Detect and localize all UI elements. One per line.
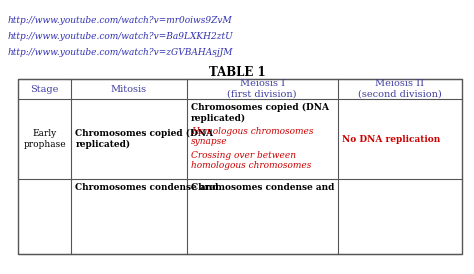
Bar: [18, 79, 462, 254]
Text: Early
prophase: Early prophase: [23, 129, 66, 149]
Text: Homologous chromosomes
synapse: Homologous chromosomes synapse: [191, 127, 313, 146]
Text: Chromosomes copied (DNA
replicated): Chromosomes copied (DNA replicated): [191, 103, 329, 123]
Text: No DNA replication: No DNA replication: [342, 135, 440, 144]
Text: Stage: Stage: [30, 84, 59, 93]
Text: Crossing over between
homologous chromosomes: Crossing over between homologous chromos…: [191, 151, 311, 170]
Text: Meiosis I
(first division): Meiosis I (first division): [228, 79, 297, 99]
Text: Chromosomes condense and: Chromosomes condense and: [75, 183, 219, 192]
Text: Mitosis: Mitosis: [111, 84, 147, 93]
Text: TABLE 1: TABLE 1: [209, 66, 265, 79]
Text: Chromosomes copied (DNA
replicated): Chromosomes copied (DNA replicated): [75, 129, 213, 149]
Text: http://www.youtube.com/watch?v=Ba9LXKH2ztU: http://www.youtube.com/watch?v=Ba9LXKH2z…: [8, 32, 234, 41]
Text: http://www.youtube.com/watch?v=zGVBAHAsjJM: http://www.youtube.com/watch?v=zGVBAHAsj…: [8, 48, 234, 57]
Text: Meiosis II
(second division): Meiosis II (second division): [358, 79, 442, 99]
Text: Chromosomes condense and: Chromosomes condense and: [191, 183, 334, 192]
Text: http://www.youtube.com/watch?v=mr0oiws9ZvM: http://www.youtube.com/watch?v=mr0oiws9Z…: [8, 16, 233, 25]
